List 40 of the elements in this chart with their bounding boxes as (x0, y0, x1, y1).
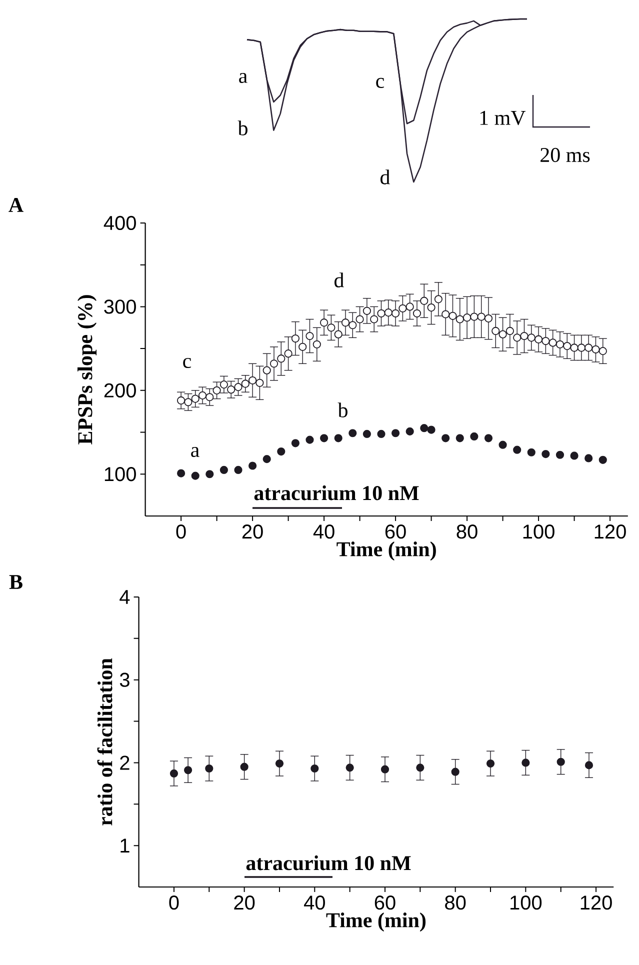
x-tick-label: 40 (304, 896, 325, 910)
x-tick-label: 20 (242, 524, 263, 539)
x-tick-label: 80 (456, 524, 478, 539)
annotation: a (191, 446, 200, 458)
x-tick-label: 120 (580, 896, 612, 910)
annotation: 1 mV (480, 110, 526, 126)
x-tick-label: 60 (374, 896, 396, 910)
x-tick-label: 0 (169, 896, 179, 910)
text: A (8, 198, 24, 212)
annotation: a (239, 72, 248, 84)
annotation: atracurium 10 nM (254, 485, 419, 500)
x-tick-label: 100 (510, 896, 542, 910)
x-tick-label: 0 (176, 524, 186, 539)
y-tick-label: 400 (104, 216, 136, 230)
annotation: b (338, 402, 348, 418)
text: 20 ms (540, 148, 590, 162)
annotation: c (183, 358, 192, 368)
x-tick-label: 20 (234, 896, 255, 910)
y-axis-title: ratio of facilitation (97, 658, 112, 826)
x-axis-title: Time (min) (336, 542, 436, 561)
x-tick-label: 40 (313, 524, 334, 539)
annotation: c (376, 78, 384, 88)
x-tick-label: 120 (594, 524, 626, 539)
y-axis-title: EPSPs slope (%) (77, 295, 97, 444)
y-tick-label: 4 (120, 590, 130, 604)
x-tick-label: 60 (385, 524, 406, 539)
y-tick-label: 100 (104, 467, 136, 482)
annotation: d (334, 272, 344, 288)
y-tick-label: 300 (104, 300, 136, 314)
y-tick-label: 2 (120, 756, 130, 770)
x-axis-title: Time (min) (326, 912, 426, 932)
x-tick-label: 100 (523, 524, 554, 539)
y-tick-label: 3 (120, 672, 130, 687)
y-tick-label: 200 (104, 383, 136, 398)
annotation: d (380, 170, 390, 184)
annotation: b (238, 120, 248, 136)
annotation: atracurium 10 nM (246, 855, 411, 870)
text: B (9, 575, 22, 589)
y-tick-label: 1 (120, 838, 130, 852)
x-tick-label: 80 (445, 896, 466, 910)
